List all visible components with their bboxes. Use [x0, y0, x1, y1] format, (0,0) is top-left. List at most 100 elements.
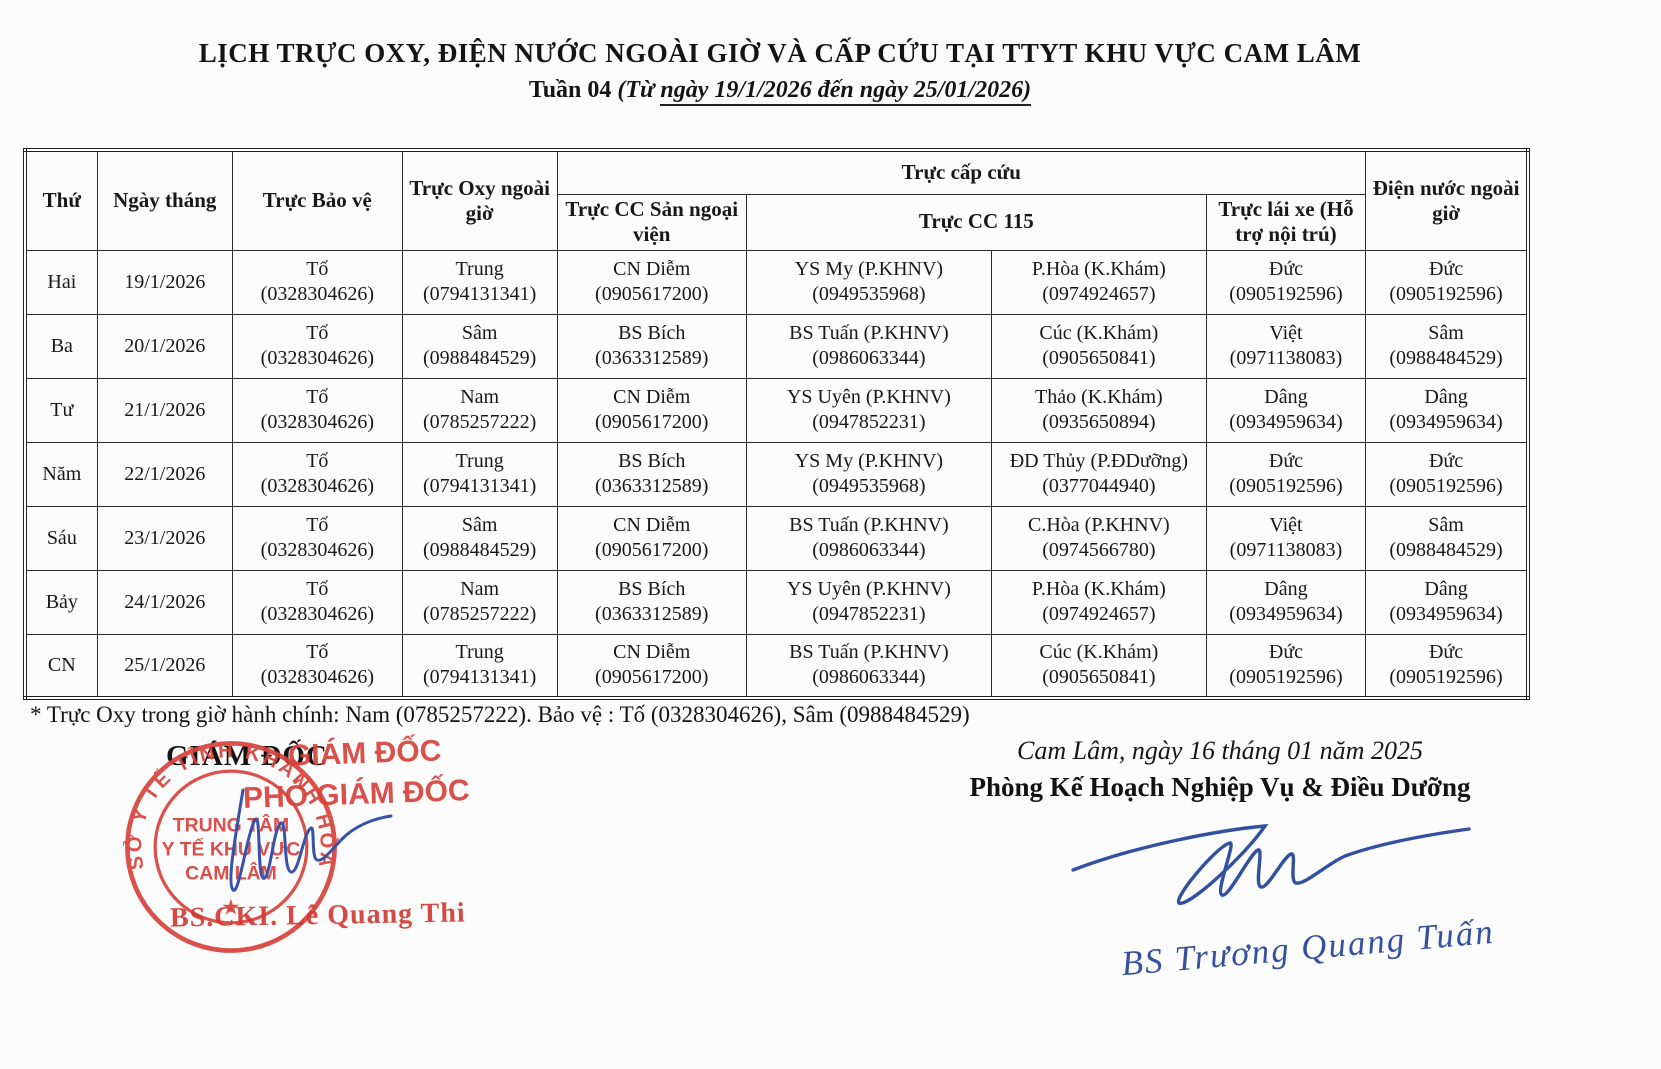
subtitle-date-range: ngày 19/1/2026 đến ngày 25/01/2026)	[660, 77, 1032, 106]
cell-dien-nuoc: Đức (0905192596)	[1365, 633, 1529, 699]
duty-phone: (0974924657)	[1042, 283, 1156, 305]
duty-phone: (0947852231)	[812, 603, 926, 625]
duty-name: P.Hòa (K.Khám)	[1031, 578, 1166, 600]
duty-phone: (0934959634)	[1389, 411, 1503, 433]
duty-phone: (0905192596)	[1389, 666, 1503, 689]
cell-date: 21/1/2026	[96, 377, 233, 443]
cell-cc115-b: Cúc (K.Khám) (0905650841)	[990, 313, 1207, 379]
duty-phone: (0905192596)	[1229, 283, 1343, 305]
duty-name: P.Hòa (K.Khám)	[1031, 258, 1166, 280]
duty-phone: (0785257222)	[422, 603, 537, 625]
cell-oxy: Sâm (0988484529)	[401, 313, 558, 379]
cell-oxy: Trung (0794131341)	[401, 249, 558, 315]
cell-bao-ve: Tố (0328304626)	[231, 633, 403, 699]
header-truc-cap-cuu: Trực cấp cứu	[556, 149, 1367, 195]
header-truc-cc-san: Trực CC Sản ngoại viện	[556, 193, 747, 251]
cell-thu: Bảy	[24, 569, 98, 635]
duty-name: CN Diễm	[613, 386, 691, 408]
cell-oxy: Nam (0785257222)	[401, 569, 558, 635]
duty-name: Tố	[306, 386, 329, 408]
duty-phone: (0934959634)	[1229, 603, 1343, 625]
cell-cc115-a: BS Tuấn (P.KHNV) (0986063344)	[745, 505, 992, 571]
header-thu: Thứ	[24, 149, 98, 251]
cell-cc115-a: BS Tuấn (P.KHNV) (0986063344)	[745, 313, 992, 379]
duty-name: Đức	[1268, 258, 1304, 280]
duty-name: Dâng	[1264, 386, 1308, 408]
cell-date: 22/1/2026	[96, 441, 233, 507]
cell-cc-san: BS Bích (0363312589)	[556, 441, 747, 507]
duty-schedule-table: Thứ Ngày tháng Trực Bảo vệ Trực Oxy ngoà…	[23, 148, 1530, 700]
cell-dien-nuoc: Đức (0905192596)	[1365, 441, 1529, 507]
cell-cc115-a: YS My (P.KHNV) (0949535968)	[745, 249, 992, 315]
duty-name: Dâng	[1424, 386, 1468, 408]
table-row: CN 25/1/2026 Tố (0328304626) Trung (0794…	[24, 633, 1529, 699]
duty-phone: (0794131341)	[422, 283, 537, 305]
cell-lai-xe: Đức (0905192596)	[1205, 249, 1367, 315]
duty-name: BS Bích	[618, 578, 686, 600]
cell-cc115-a: BS Tuấn (P.KHNV) (0986063344)	[745, 633, 992, 699]
duty-name: Nam	[460, 578, 500, 600]
duty-name: Dâng	[1264, 578, 1308, 600]
cell-lai-xe: Việt (0971138083)	[1205, 313, 1367, 379]
signing-block-right: Cam Lâm, ngày 16 tháng 01 năm 2025 Phòng…	[950, 736, 1490, 803]
cell-cc-san: CN Diễm (0905617200)	[556, 377, 747, 443]
cell-cc115-b: P.Hòa (K.Khám) (0974924657)	[990, 249, 1207, 315]
cell-thu: Năm	[24, 441, 98, 507]
duty-name: Đức	[1268, 641, 1304, 664]
table-row: Năm 22/1/2026 Tố (0328304626) Trung (079…	[24, 441, 1529, 507]
issue-date-line: Cam Lâm, ngày 16 tháng 01 năm 2025	[1017, 736, 1423, 765]
duty-phone: (0328304626)	[260, 475, 374, 497]
duty-phone: (0986063344)	[812, 666, 926, 689]
duty-phone: (0988484529)	[1389, 347, 1503, 369]
document-header: LỊCH TRỰC OXY, ĐIỆN NƯỚC NGOÀI GIỜ VÀ CẤ…	[0, 38, 1560, 106]
cell-cc115-b: P.Hòa (K.Khám) (0974924657)	[990, 569, 1207, 635]
header-truc-bao-ve: Trực Bảo vệ	[231, 149, 403, 251]
cell-date: 20/1/2026	[96, 313, 233, 379]
duty-phone: (0328304626)	[260, 539, 374, 561]
duty-name: Dâng	[1424, 578, 1468, 600]
duty-name: Việt	[1269, 322, 1303, 344]
duty-name: Sâm	[461, 322, 498, 344]
duty-name: Thảo (K.Khám)	[1034, 386, 1163, 408]
duty-phone: (0934959634)	[1389, 603, 1503, 625]
cell-cc-san: BS Bích (0363312589)	[556, 569, 747, 635]
duty-name: Trung	[455, 641, 504, 664]
cell-lai-xe: Đức (0905192596)	[1205, 441, 1367, 507]
duty-phone: (0794131341)	[422, 666, 537, 689]
duty-phone: (0905617200)	[595, 411, 709, 433]
duty-phone: (0905650841)	[1042, 347, 1156, 369]
cell-cc-san: CN Diễm (0905617200)	[556, 249, 747, 315]
duty-phone: (0971138083)	[1229, 347, 1343, 369]
duty-name: Nam	[460, 386, 500, 408]
duty-phone: (0949535968)	[812, 283, 926, 305]
duty-phone: (0328304626)	[260, 666, 374, 689]
duty-phone: (0971138083)	[1229, 539, 1343, 561]
duty-name: ĐD Thủy (P.ĐDưỡng)	[1009, 450, 1188, 472]
duty-name: Đức	[1268, 450, 1304, 472]
cell-lai-xe: Đức (0905192596)	[1205, 633, 1367, 699]
duty-name: CN Diễm	[613, 258, 691, 280]
cell-dien-nuoc: Dâng (0934959634)	[1365, 377, 1529, 443]
duty-phone: (0905192596)	[1389, 475, 1503, 497]
duty-name: Tố	[306, 641, 329, 664]
duty-phone: (0377044940)	[1042, 475, 1156, 497]
stamp-center-line2: Y TẾ KHU VỰC	[162, 837, 301, 860]
duty-phone: (0905192596)	[1229, 475, 1343, 497]
duty-name: Tố	[306, 450, 329, 472]
duty-name: Sâm	[1428, 322, 1464, 344]
duty-name: Tố	[306, 258, 329, 280]
cell-date: 19/1/2026	[96, 249, 233, 315]
duty-name: CN Diễm	[613, 514, 691, 536]
stamp-center-line1: TRUNG TÂM	[173, 812, 289, 836]
cell-bao-ve: Tố (0328304626)	[231, 505, 403, 571]
header-dien-nuoc: Điện nước ngoài giờ	[1365, 149, 1529, 251]
cell-cc115-a: YS My (P.KHNV) (0949535968)	[745, 441, 992, 507]
page-subtitle: Tuần 04 (Từ ngày 19/1/2026 đến ngày 25/0…	[0, 77, 1560, 106]
duty-phone: (0905650841)	[1042, 666, 1156, 689]
table-row: Tư 21/1/2026 Tố (0328304626) Nam (078525…	[24, 377, 1529, 443]
cell-lai-xe: Việt (0971138083)	[1205, 505, 1367, 571]
duty-phone: (0986063344)	[812, 347, 926, 369]
duty-phone: (0974566780)	[1042, 539, 1156, 561]
duty-phone: (0905192596)	[1229, 666, 1343, 689]
cell-cc-san: BS Bích (0363312589)	[556, 313, 747, 379]
